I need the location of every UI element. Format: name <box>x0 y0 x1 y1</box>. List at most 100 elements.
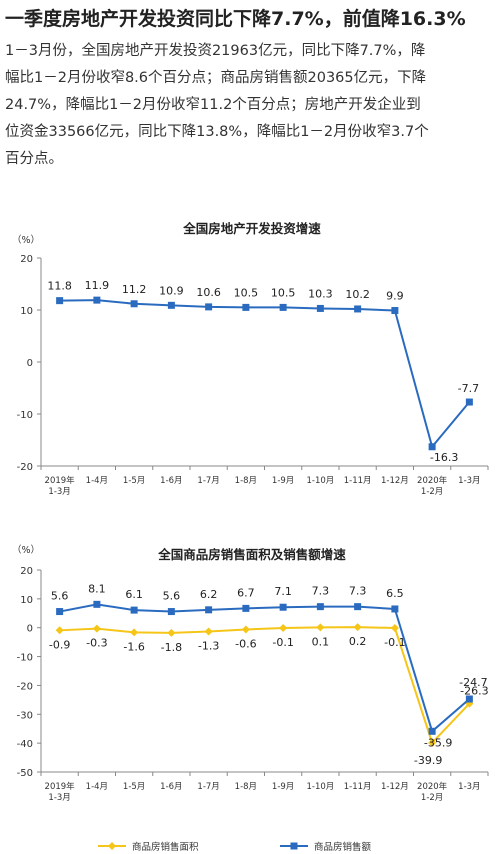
data-point <box>390 624 399 633</box>
data-label: -1.3 <box>198 639 219 652</box>
y-tick-label: -20 <box>17 681 33 692</box>
data-label: 11.9 <box>85 279 110 292</box>
data-point <box>391 605 399 613</box>
chart-title: 全国商品房销售面积及销售额增速 <box>157 547 346 562</box>
series-line <box>59 603 471 734</box>
data-point <box>428 443 436 451</box>
data-point <box>391 307 399 315</box>
legend-label: 商品房销售额 <box>314 841 372 853</box>
sales-growth-chart: 全国商品房销售面积及销售额增速（%）-50-40-30-20-100102020… <box>12 544 489 853</box>
x-tick-label: 1-5月 <box>123 476 145 486</box>
paragraph-line: 位资金33566亿元，同比下降13.8%，降幅比1－2月份收窄3.7个 <box>5 124 429 140</box>
data-label: 11.8 <box>47 280 72 293</box>
paragraph-line: 百分点。 <box>5 151 63 167</box>
data-label: -0.6 <box>235 637 256 650</box>
data-point <box>130 628 139 637</box>
data-label: 7.1 <box>274 585 292 598</box>
y-tick-label: 10 <box>20 306 33 317</box>
data-label: -1.8 <box>161 641 182 654</box>
paragraph-line: 24.7%，降幅比1－2月份收窄11.2个百分点；房地产开发企业到 <box>5 97 421 113</box>
chart-title: 全国房地产开发投资增速 <box>182 221 321 236</box>
x-tick-label: 1-9月 <box>272 782 294 792</box>
data-label: -39.9 <box>414 754 442 767</box>
data-point <box>316 304 324 312</box>
data-point <box>316 603 324 611</box>
data-label: 0.2 <box>349 635 367 648</box>
data-point <box>242 604 250 612</box>
x-tick-label: 1-6月 <box>160 782 182 792</box>
data-label: 10.5 <box>271 286 296 299</box>
data-label: 9.9 <box>386 290 404 303</box>
y-tick-label: 10 <box>20 595 33 606</box>
y-tick-label: 0 <box>27 624 33 635</box>
data-label: -1.6 <box>123 640 144 653</box>
x-tick-label: 1-4月 <box>86 476 108 486</box>
y-tick-label: 20 <box>20 566 33 577</box>
data-label: 10.5 <box>234 286 259 299</box>
x-tick-label: 1-12月 <box>381 782 409 792</box>
y-tick-label: -30 <box>17 710 33 721</box>
data-point <box>130 300 138 308</box>
x-tick-label: 1-11月 <box>344 782 372 792</box>
data-point <box>242 303 250 311</box>
data-point <box>465 695 473 703</box>
article-paragraph: 1－3月份，全国房地产开发投资21963亿元，同比下降7.7%，降 幅比1－2月… <box>5 38 498 173</box>
data-point <box>316 623 325 632</box>
x-tick-label: 1-11月 <box>344 476 372 486</box>
data-point <box>465 398 473 406</box>
paragraph-line: 1－3月份，全国房地产开发投资21963亿元，同比下降7.7%，降 <box>5 43 426 59</box>
y-tick-label: -10 <box>17 410 33 421</box>
x-tick-label: 2020年 <box>417 781 448 792</box>
data-point <box>93 296 101 304</box>
data-label: -24.7 <box>459 676 487 689</box>
data-point <box>167 608 175 616</box>
x-tick-label: 1-10月 <box>306 782 334 792</box>
x-tick-label: 1-3月 <box>48 793 70 803</box>
data-point <box>354 603 362 611</box>
data-label: 5.6 <box>51 590 69 603</box>
data-point <box>354 305 362 313</box>
legend-marker <box>290 842 298 850</box>
data-point <box>204 627 213 636</box>
x-tick-label: 1-4月 <box>86 782 108 792</box>
y-tick-label: -50 <box>17 768 33 779</box>
data-label: 10.2 <box>345 288 370 301</box>
data-label: -26.3 <box>460 685 488 698</box>
data-point <box>55 626 64 635</box>
data-label: 5.6 <box>163 590 181 603</box>
series-line <box>59 626 471 745</box>
data-label: 10.6 <box>196 286 221 299</box>
legend-label: 商品房销售面积 <box>132 841 199 853</box>
y-tick-label: -40 <box>17 739 33 750</box>
data-label: 6.7 <box>237 586 255 599</box>
data-point <box>279 303 287 311</box>
data-point <box>428 727 436 735</box>
x-tick-label: 2019年 <box>45 781 76 792</box>
data-point <box>205 606 213 614</box>
x-tick-label: 1-10月 <box>306 476 334 486</box>
data-point <box>56 608 64 616</box>
x-tick-label: 1-2月 <box>421 487 443 497</box>
data-label: 6.5 <box>386 587 404 600</box>
data-label: -0.9 <box>49 638 70 651</box>
y-tick-label: 0 <box>27 358 33 369</box>
x-tick-label: 1-8月 <box>235 476 257 486</box>
data-label: 11.2 <box>122 283 147 296</box>
x-tick-label: 1-7月 <box>197 476 219 486</box>
data-label: 7.3 <box>312 585 330 598</box>
y-tick-label: -20 <box>17 462 33 473</box>
data-label: 7.3 <box>349 585 367 598</box>
x-tick-label: 1-5月 <box>123 782 145 792</box>
series-line <box>59 299 471 449</box>
data-label: -0.1 <box>272 636 293 649</box>
data-point <box>130 606 138 614</box>
x-tick-label: 1-3月 <box>458 476 480 486</box>
x-tick-label: 1-3月 <box>458 782 480 792</box>
data-point <box>205 303 213 311</box>
x-tick-label: 2020年 <box>417 475 448 486</box>
data-point <box>279 624 288 633</box>
x-tick-label: 1-7月 <box>197 782 219 792</box>
x-tick-label: 1-6月 <box>160 476 182 486</box>
data-point <box>167 628 176 637</box>
